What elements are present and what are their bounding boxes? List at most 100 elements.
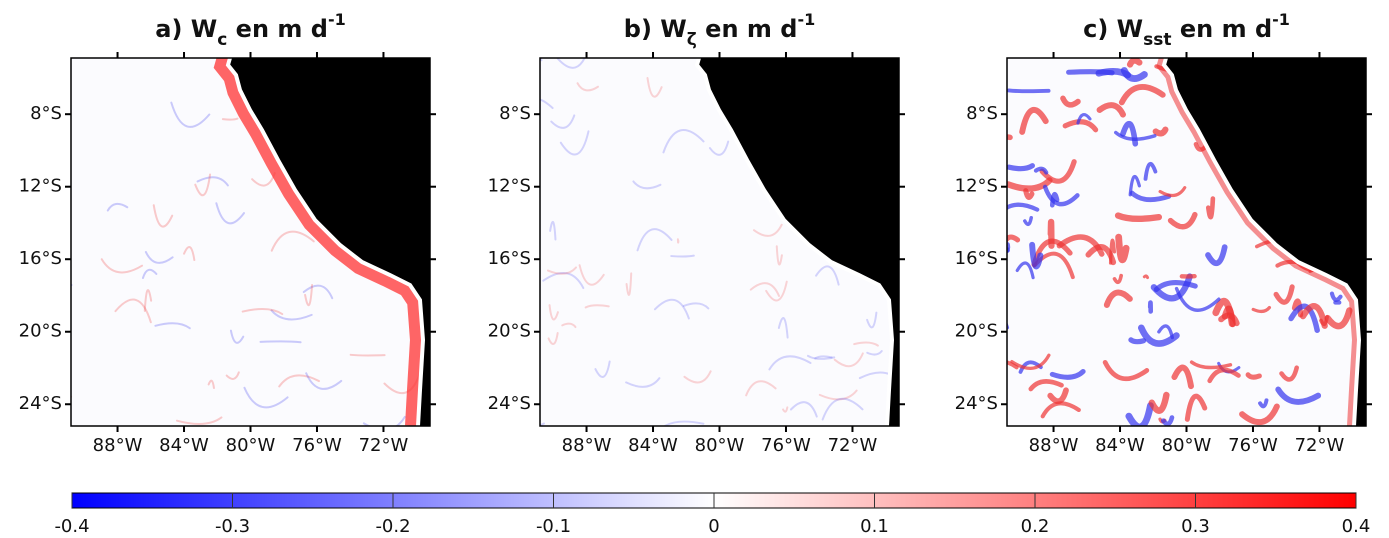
y-tick-label: 24°S (488, 393, 531, 414)
eddy (833, 352, 864, 368)
eddy (745, 380, 777, 397)
eddy (1007, 177, 1053, 192)
eddy (1033, 166, 1049, 175)
eddy (1205, 196, 1216, 220)
eddy (154, 322, 191, 330)
coastline (1161, 57, 1362, 427)
eddy (1207, 367, 1241, 384)
eddy (1040, 401, 1081, 419)
eddy (1167, 211, 1198, 230)
eddy (1120, 120, 1139, 147)
eddy (664, 420, 705, 426)
eddy (196, 176, 229, 187)
eddy (1007, 234, 1021, 244)
eddy (1126, 58, 1143, 68)
title-text: en m d (227, 15, 328, 43)
title-text: b) W (624, 15, 687, 43)
y-tick-label: 8°S (966, 103, 998, 124)
eddy (1288, 303, 1320, 333)
colorbar-tick-label: 0.3 (1181, 516, 1210, 537)
eddy (270, 230, 315, 252)
eddy (549, 221, 557, 241)
title-superscript: -1 (1272, 10, 1290, 29)
eddy (1137, 324, 1180, 347)
eddy (229, 329, 245, 344)
eddy (752, 223, 783, 237)
eddy (806, 354, 836, 360)
eddy (1299, 303, 1328, 329)
land (1164, 58, 1366, 426)
eddy (1174, 286, 1221, 312)
title-text: en m d (697, 15, 798, 43)
eddy (1171, 364, 1194, 390)
eddy (662, 129, 705, 154)
eddy (1157, 324, 1174, 340)
x-tick-label: 84°W (1095, 435, 1145, 456)
eddy (547, 332, 559, 345)
eddy (815, 265, 840, 286)
y-tick-label: 24°S (955, 393, 998, 414)
x-tick-label: 88°W (93, 435, 143, 456)
colorbar-tick-label: 0.2 (1021, 516, 1050, 537)
eddy (782, 406, 789, 413)
eddy (1031, 238, 1073, 268)
title-text: a) W (155, 15, 217, 43)
eddy (1028, 379, 1064, 392)
eddy (71, 283, 73, 287)
eddy (670, 254, 695, 258)
eddy (152, 204, 174, 228)
eddy (1007, 321, 1010, 330)
eddy (1049, 368, 1086, 380)
x-tick-label: 84°W (159, 435, 209, 456)
eddy (777, 317, 789, 339)
title-subscript: c (217, 30, 227, 50)
eddy (683, 370, 712, 384)
eddy (1114, 212, 1163, 222)
colorbar-tick-label: -0.1 (536, 516, 571, 537)
eddy (540, 422, 545, 426)
eddy (625, 272, 633, 296)
eddy (1128, 174, 1141, 197)
y-tick-label: 20°S (488, 321, 531, 342)
eddy (1129, 190, 1172, 203)
x-tick-label: 76°W (1228, 435, 1278, 456)
eddy (302, 284, 334, 300)
eddy (853, 341, 879, 347)
eddy (1128, 337, 1147, 345)
panel-title: a) Wc en m d-1 (155, 10, 345, 50)
y-tick-label: 8°S (30, 103, 62, 124)
eddy (1029, 241, 1044, 270)
x-tick-label: 72°W (828, 435, 878, 456)
eddy (1102, 359, 1150, 382)
eddy (1205, 244, 1228, 267)
eddy (646, 76, 663, 98)
eddy (215, 202, 245, 225)
eddy (106, 202, 129, 212)
eddy (1273, 284, 1295, 305)
eddy (141, 268, 158, 280)
colorbar-tick-label: 0.1 (860, 516, 889, 537)
x-tick-label: 80°W (695, 435, 745, 456)
x-tick-label: 72°W (359, 435, 409, 456)
eddy (653, 298, 690, 320)
eddy (1095, 68, 1131, 79)
eddy (576, 82, 599, 92)
eddy (866, 350, 883, 356)
title-text: en m d (1172, 15, 1273, 43)
eddy (1007, 88, 1051, 94)
eddy (1251, 305, 1272, 314)
eddy (632, 180, 662, 190)
eddy (1160, 415, 1175, 426)
eddy (1148, 391, 1170, 414)
eddy (1056, 234, 1105, 257)
x-tick-label: 76°W (292, 435, 342, 456)
y-tick-label: 16°S (19, 248, 62, 269)
eddy (584, 304, 610, 309)
colorbar-tick-label: -0.4 (54, 516, 89, 537)
eddy (1076, 113, 1092, 125)
eddy (556, 58, 586, 69)
eddy (1125, 402, 1154, 426)
eddy (1108, 238, 1117, 265)
map-panel: 88°W 84°W 80°W 76°W 72°W 8°S 12°S 16°S 20°S 24°S (488, 52, 905, 456)
